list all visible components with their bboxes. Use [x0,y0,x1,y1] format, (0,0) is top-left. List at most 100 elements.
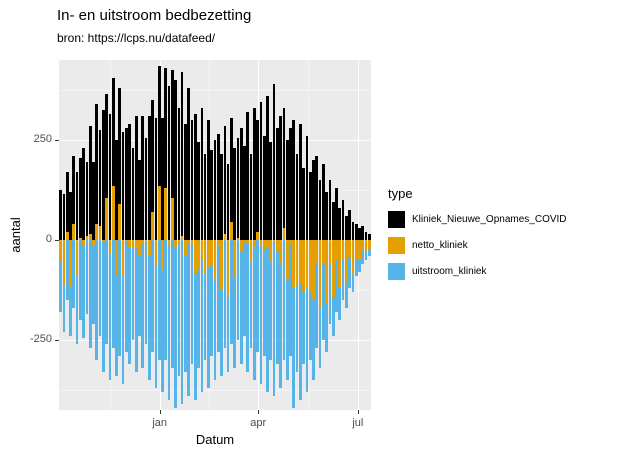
bar-Kliniek_Nieuwe_Opnames_COVID [295,154,299,240]
bar-uitstroom_kliniek [147,240,151,380]
bar-Kliniek_Nieuwe_Opnames_COVID [285,140,289,240]
legend-items: Kliniek_Nieuwe_Opnames_COVID netto_klinie… [388,211,624,280]
bar-Kliniek_Nieuwe_Opnames_COVID [249,154,253,240]
bar-netto_kliniek [276,240,279,252]
x-tick-label: apr [250,417,267,429]
bar-netto_kliniek [75,240,79,276]
bar-netto_kliniek [262,240,266,252]
bar-uitstroom_kliniek [85,240,89,314]
bar-uitstroom_kliniek [236,240,240,340]
bar-uitstroom_kliniek [308,240,312,360]
bar-uitstroom_kliniek [78,240,82,320]
bar-uitstroom_kliniek [282,240,286,360]
bar-Kliniek_Nieuwe_Opnames_COVID [111,78,115,240]
bar-Kliniek_Nieuwe_Opnames_COVID [124,128,128,240]
bar-Kliniek_Nieuwe_Opnames_COVID [299,124,302,240]
bar-uitstroom_kliniek [138,240,141,336]
bar-netto_kliniek [315,240,319,264]
bar-Kliniek_Nieuwe_Opnames_COVID [92,162,95,240]
x-tick-mark [258,410,260,414]
legend-item: Kliniek_Nieuwe_Opnames_COVID [388,211,624,228]
bar-netto_kliniek [78,238,82,240]
bar-Kliniek_Nieuwe_Opnames_COVID [72,156,76,240]
bar-uitstroom_kliniek [88,240,92,348]
bar-uitstroom_kliniek [75,240,79,344]
bar-uitstroom_kliniek [200,240,204,392]
bar-Kliniek_Nieuwe_Opnames_COVID [358,228,361,240]
bar-Kliniek_Nieuwe_Opnames_COVID [98,130,102,240]
bar-Kliniek_Nieuwe_Opnames_COVID [121,132,125,240]
bar-netto_kliniek [207,240,210,268]
gridline-y-minor [59,90,371,91]
bar-Kliniek_Nieuwe_Opnames_COVID [154,118,158,240]
bar-uitstroom_kliniek [213,240,217,380]
bar-Kliniek_Nieuwe_Opnames_COVID [65,172,69,240]
bar-uitstroom_kliniek [246,240,250,372]
bar-Kliniek_Nieuwe_Opnames_COVID [233,148,237,240]
bar-Kliniek_Nieuwe_Opnames_COVID [95,104,99,240]
bar-netto_kliniek [253,240,256,248]
bar-Kliniek_Nieuwe_Opnames_COVID [187,88,191,240]
bar-uitstroom_kliniek [259,240,263,384]
bar-netto_kliniek [138,240,141,256]
bar-uitstroom_kliniek [180,240,184,404]
bar-netto_kliniek [98,226,102,240]
bar-netto_kliniek [121,240,125,276]
y-tick-label: 0 [45,233,52,245]
legend-key-swatch [388,211,405,228]
bar-netto_kliniek [131,240,135,248]
bar-netto_kliniek [295,240,299,286]
bar-uitstroom_kliniek [124,240,128,352]
bar-netto_kliniek [256,232,260,240]
bar-netto_kliniek [305,240,309,288]
bar-netto_kliniek [59,240,62,262]
bar-netto_kliniek [338,240,342,288]
bar-netto_kliniek [249,240,253,262]
bar-netto_kliniek [335,240,338,260]
chart-subtitle: bron: https://lcps.nu/datafeed/ [57,31,216,45]
bar-uitstroom_kliniek [289,240,292,356]
bar-uitstroom_kliniek [154,240,158,388]
bar-netto_kliniek [190,240,194,244]
bar-uitstroom_kliniek [233,240,237,368]
bar-Kliniek_Nieuwe_Opnames_COVID [82,148,85,240]
bar-uitstroom_kliniek [279,240,283,388]
x-tick-mark [357,410,359,414]
bar-Kliniek_Nieuwe_Opnames_COVID [236,138,240,240]
bar-uitstroom_kliniek [210,240,214,356]
bar-Kliniek_Nieuwe_Opnames_COVID [262,136,266,240]
bar-uitstroom_kliniek [98,240,102,336]
bar-Kliniek_Nieuwe_Opnames_COVID [226,164,230,240]
legend-item-label: uitstroom_kliniek [412,266,487,277]
bar-uitstroom_kliniek [184,240,187,372]
bar-netto_kliniek [325,240,328,304]
bar-netto_kliniek [351,240,355,274]
bar-Kliniek_Nieuwe_Opnames_COVID [354,224,358,240]
bar-uitstroom_kliniek [207,240,210,388]
y-tick-label: -250 [29,333,52,345]
bar-netto_kliniek [118,204,122,240]
bar-uitstroom_kliniek [341,240,345,300]
bar-Kliniek_Nieuwe_Opnames_COVID [213,140,217,240]
plot-panel [59,60,371,410]
bar-uitstroom_kliniek [59,240,62,312]
bar-netto_kliniek [358,240,361,260]
bar-Kliniek_Nieuwe_Opnames_COVID [253,108,256,240]
bar-uitstroom_kliniek [69,240,72,336]
bar-Kliniek_Nieuwe_Opnames_COVID [302,168,305,240]
bar-netto_kliniek [197,240,200,270]
bar-netto_kliniek [246,240,250,244]
bar-Kliniek_Nieuwe_Opnames_COVID [351,222,355,240]
legend-key-swatch [388,263,405,280]
gridline-y-minor [59,390,371,391]
bar-netto_kliniek [292,240,296,288]
bar-uitstroom_kliniek [82,240,85,338]
bar-Kliniek_Nieuwe_Opnames_COVID [134,116,138,240]
bar-netto_kliniek [216,240,220,246]
bar-netto_kliniek [128,240,131,248]
bar-netto_kliniek [161,240,164,270]
bar-netto_kliniek [111,186,115,240]
x-tick-label: jul [352,417,364,429]
bar-netto_kliniek [243,240,246,242]
bar-Kliniek_Nieuwe_Opnames_COVID [190,120,194,240]
